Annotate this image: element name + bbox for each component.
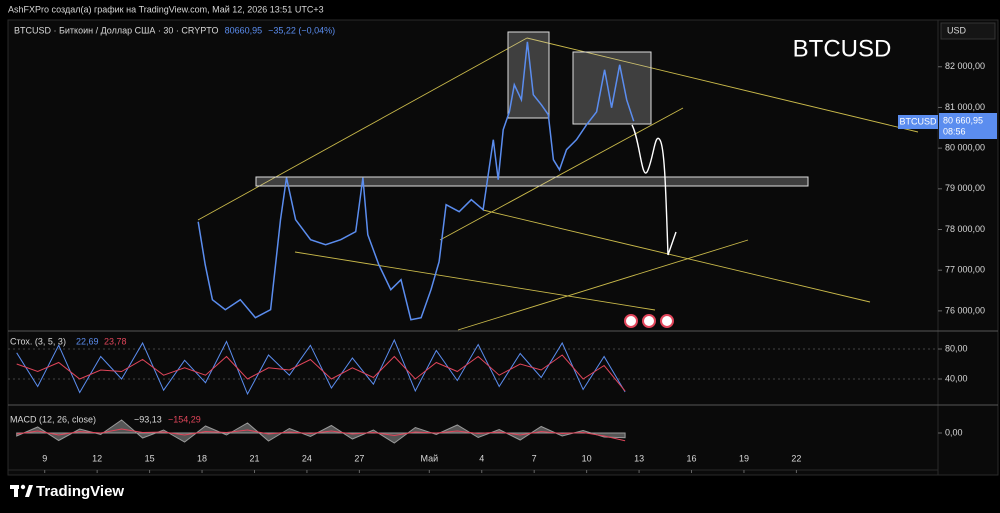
y-tick-label: 82 000,00 — [945, 61, 985, 71]
header-price: 80660,95 — [225, 25, 263, 35]
x-tick-label: 15 — [145, 453, 155, 463]
series-line — [16, 338, 626, 396]
macd-title: MACD (12, 26, close) — [10, 414, 96, 424]
price-tag-box — [939, 113, 997, 139]
chart-frame — [7, 19, 999, 476]
price-tag-symbol-box — [898, 115, 938, 129]
x-tick-label: 10 — [582, 453, 592, 463]
top-line: AshFXPro создал(а) график на TradingView… — [8, 4, 324, 14]
currency: USD — [947, 25, 967, 35]
y-tick-label: 76 000,00 — [945, 305, 985, 315]
zones — [255, 31, 809, 187]
x-tick-label: Май — [420, 453, 438, 463]
series-line — [16, 354, 626, 392]
x-tick-label: 27 — [354, 453, 364, 463]
x-tick-label: 4 — [479, 453, 484, 463]
logo-text: TradingView — [36, 483, 124, 500]
x-tick-label: 9 — [42, 453, 47, 463]
x-tick-label: 16 — [687, 453, 697, 463]
y-tick-label: 77 000,00 — [945, 265, 985, 275]
x-tick-label: 24 — [302, 453, 312, 463]
stoch-k-label: 22,69 — [76, 336, 99, 346]
logo — [10, 484, 33, 497]
series-line — [197, 41, 635, 321]
symbol-line: BTCUSD · Биткоин / Доллар США · 30 · CRY… — [14, 25, 219, 35]
currency-box — [940, 22, 996, 40]
stoch-title: Стох. (3, 5, 3) — [10, 336, 66, 346]
stoch-d-label: 23,78 — [104, 336, 127, 346]
price-tag-label: 80 660,95 — [943, 115, 983, 125]
series-group — [16, 419, 626, 444]
x-tick-label: 18 — [197, 453, 207, 463]
event-flags — [624, 314, 674, 328]
macd-label: −93,13 — [134, 414, 162, 424]
x-tick-label: 22 — [791, 453, 801, 463]
x-tick-label: 7 — [532, 453, 537, 463]
y-tick-label: 81 000,00 — [945, 102, 985, 112]
x-tick-label: 12 — [92, 453, 102, 463]
header-change: −35,22 (−0,04%) — [268, 25, 335, 35]
series-group — [16, 338, 626, 396]
x-tick-label: 21 — [249, 453, 259, 463]
price-tag-symbol: BTCUSD — [899, 116, 937, 126]
y-tick-label: 0,00 — [945, 427, 963, 437]
series-group — [197, 41, 635, 321]
x-tick-label: 19 — [739, 453, 749, 463]
x-tick-label: 13 — [634, 453, 644, 463]
y-tick-label: 79 000,00 — [945, 183, 985, 193]
y-tick-label: 80,00 — [945, 343, 968, 353]
price-tag-timer: 08:56 — [943, 126, 966, 136]
trendlines — [197, 37, 919, 331]
annotation: BTCUSD — [793, 35, 892, 62]
series-line — [16, 428, 626, 442]
y-tick-label: 40,00 — [945, 373, 968, 383]
signal-label: −154,29 — [168, 414, 201, 424]
forecast-arrow — [631, 124, 677, 256]
y-tick-label: 78 000,00 — [945, 224, 985, 234]
y-tick-label: 80 000,00 — [945, 143, 985, 153]
